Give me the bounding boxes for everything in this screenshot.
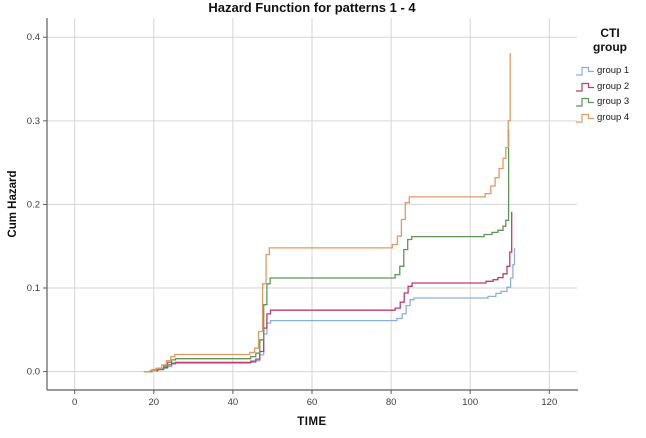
legend-entry-group-2: group 2 (575, 79, 645, 95)
y-axis-tick-label: 0.0 (27, 367, 40, 378)
x-axis-tick-label: 120 (541, 397, 557, 408)
x-axis-tick-label: 80 (386, 397, 397, 408)
x-axis-tick-label: 20 (149, 397, 160, 408)
legend-entry-group-1: group 1 (575, 63, 645, 79)
step-line-swatch-icon (576, 82, 594, 92)
series-path-group-3 (143, 129, 510, 373)
y-axis-title: Cum Hazard (7, 170, 19, 238)
x-axis-title: TIME (297, 416, 327, 428)
x-axis-tick-label: 100 (462, 397, 478, 408)
legend-entry-group-3: group 3 (575, 94, 645, 110)
step-line-swatch-icon (576, 98, 594, 107)
x-axis-tick-label: 60 (307, 397, 318, 408)
legend: CTI group group 1 group 2 group 3 group 4 (575, 26, 645, 125)
y-axis-tick-label: 0.3 (27, 116, 40, 127)
legend-entry-label: group 2 (597, 80, 630, 92)
legend-title: CTI group (593, 26, 627, 54)
y-axis-tick-label: 0.2 (27, 199, 40, 210)
legend-entries: group 1 group 2 group 3 group 4 (575, 63, 645, 125)
series-path-group-2 (143, 211, 513, 373)
step-line-swatch-icon (576, 113, 594, 123)
x-axis-tick-label: 40 (228, 397, 239, 408)
legend-entry-label: group 1 (597, 65, 630, 77)
legend-entry-group-4: group 4 (575, 110, 645, 126)
legend-entry-label: group 3 (597, 96, 630, 108)
y-axis-tick-label: 0.1 (27, 283, 40, 294)
legend-entry-label: group 4 (597, 111, 630, 123)
series-path-group-4 (143, 53, 511, 373)
x-axis-tick-label: 0 (72, 397, 77, 408)
chart-title: Hazard Function for patterns 1 - 4 (208, 0, 416, 15)
y-axis-tick-label: 0.4 (27, 32, 40, 43)
step-line-swatch-icon (576, 67, 594, 76)
